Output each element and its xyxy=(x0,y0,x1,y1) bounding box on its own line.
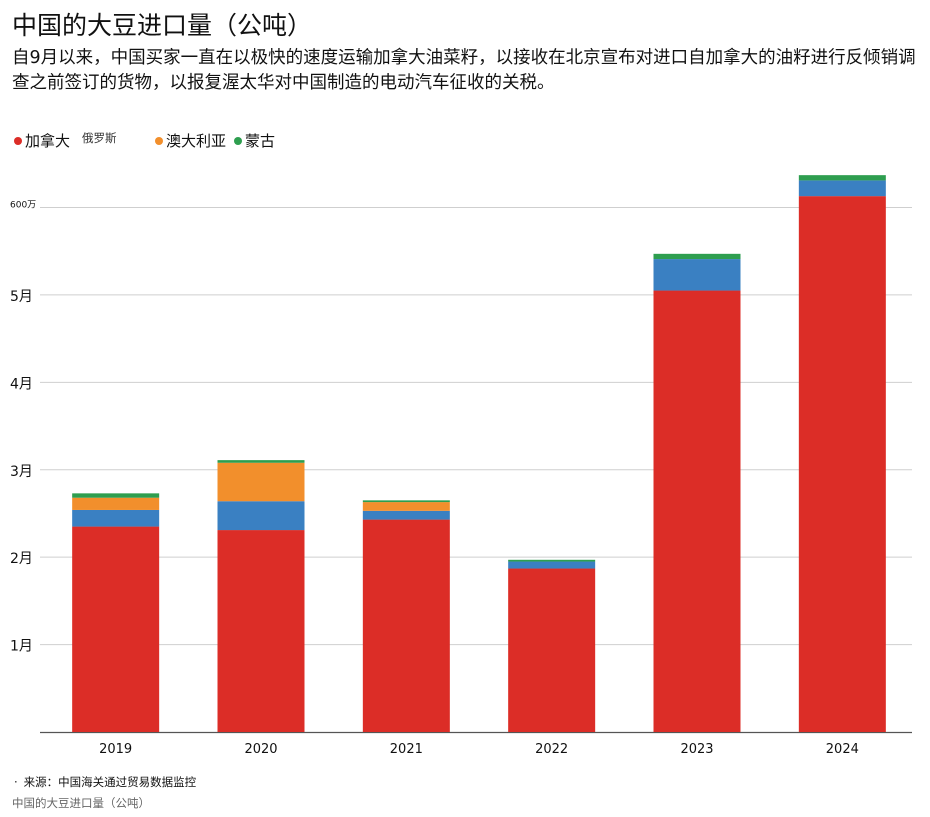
bar-segment xyxy=(72,509,160,527)
bar-segment xyxy=(217,460,305,463)
legend-item-canada: 加拿大 xyxy=(14,130,70,151)
x-tick-label: 2020 xyxy=(244,742,277,757)
bar-segment xyxy=(362,510,450,520)
stacked-bar-chart: 1月 2月 3月 4月 5月 600万 2019 2020 2021 2022 2023 2024 xyxy=(10,175,912,757)
legend-item-mongolia: 蒙古 xyxy=(234,130,275,151)
legend-item-australia: 澳大利亚 xyxy=(155,130,226,151)
bar-segment xyxy=(798,175,886,181)
bar-segment xyxy=(508,559,596,562)
chart-title: 中国的大豆进口量（公吨） xyxy=(12,11,313,40)
bar-segment xyxy=(217,530,305,732)
bar-segment xyxy=(72,493,160,498)
bar-segment xyxy=(798,180,886,197)
x-tick-label: 2022 xyxy=(535,742,568,757)
legend-label-russia: 俄罗斯 xyxy=(82,131,117,145)
legend-swatch-canada xyxy=(14,136,22,145)
x-tick-label: 2024 xyxy=(826,742,859,757)
y-tick-label: 600万 xyxy=(10,201,36,211)
source-note: · 来源：中国海关通过贸易数据监控 xyxy=(14,774,196,790)
y-tick-label: 4月 xyxy=(10,376,33,392)
bar-segment xyxy=(653,290,741,732)
bar-segment xyxy=(362,519,450,732)
bar-segment xyxy=(72,497,160,510)
x-tick-label: 2023 xyxy=(680,742,713,757)
legend-label-australia: 澳大利亚 xyxy=(166,132,227,150)
bar-segment xyxy=(798,196,886,732)
x-tick-label: 2019 xyxy=(99,742,132,757)
source-text: 来源：中国海关通过贸易数据监控 xyxy=(23,775,197,789)
legend-label-canada: 加拿大 xyxy=(25,132,71,150)
bar-segment xyxy=(508,561,596,569)
bar-segment xyxy=(217,462,305,502)
y-tick-label: 5月 xyxy=(10,289,33,305)
y-tick-label: 2月 xyxy=(10,551,33,567)
y-tick-label: 3月 xyxy=(10,464,33,480)
source-bullet: · xyxy=(14,775,18,789)
bar-segment xyxy=(72,526,160,732)
chart-subtitle: 自9月以来，中国买家一直在以极快的速度运输加拿大油菜籽，以接收在北京宣布对进口自… xyxy=(12,48,916,93)
y-tick-label: 1月 xyxy=(10,639,33,655)
bar-segment xyxy=(362,500,450,503)
legend-swatch-mongolia xyxy=(234,136,242,145)
legend-label-mongolia: 蒙古 xyxy=(245,132,276,150)
legend-item-russia: 俄罗斯 xyxy=(82,130,117,146)
x-tick-label: 2021 xyxy=(390,742,423,757)
bar-segment xyxy=(508,568,596,732)
legend-swatch-australia xyxy=(155,136,163,145)
bar-segment xyxy=(653,253,741,260)
bar-segment xyxy=(362,502,450,511)
bar-segment xyxy=(653,259,741,291)
bar-segment xyxy=(217,501,305,531)
footer-title: 中国的大豆进口量（公吨） xyxy=(12,796,150,810)
